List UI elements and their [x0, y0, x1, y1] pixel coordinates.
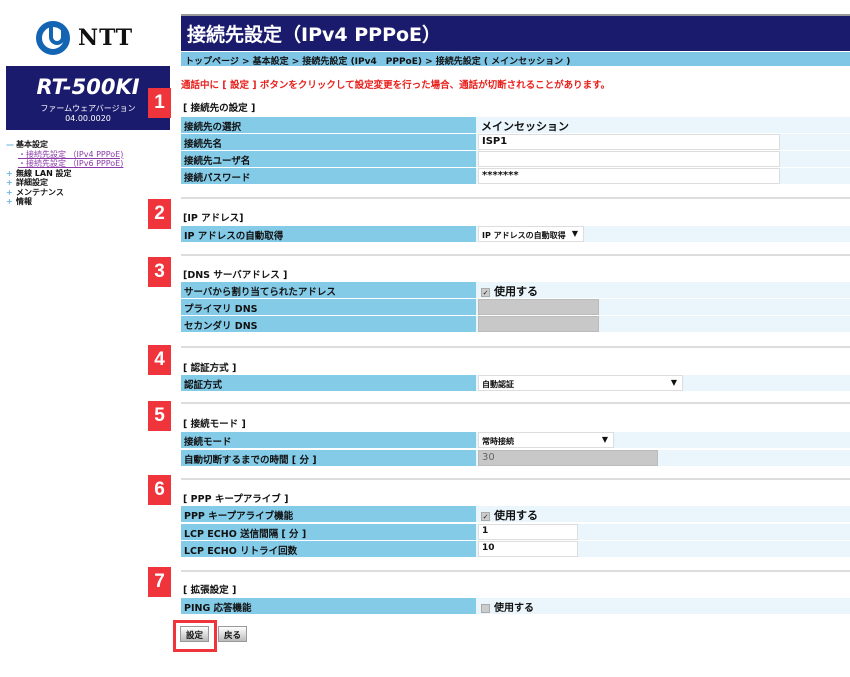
- divider: [181, 402, 850, 404]
- divider: [181, 346, 850, 348]
- breadcrumb: トップページ > 基本設定 > 接続先設定 (IPv4 PPPoE) > 接続先…: [181, 51, 850, 67]
- nav-maintenance[interactable]: + メンテナンス: [6, 187, 64, 197]
- row-auth-method: 認証方式 自動認証 ▼: [181, 375, 850, 391]
- connection-select-value: メインセッション: [481, 120, 569, 133]
- dns-assigned-checkbox[interactable]: ✓ 使用する: [481, 285, 538, 298]
- model-name: RT-500KI: [36, 75, 140, 99]
- connection-mode-select[interactable]: 常時接続 ▼: [478, 432, 614, 448]
- section-number-badge: 4: [148, 345, 171, 375]
- highlight-box: [173, 620, 217, 652]
- row-ip-auto: IP アドレスの自動取得 IP アドレスの自動取得 ▼: [181, 226, 850, 242]
- checkbox-checked-icon: ✓: [481, 287, 490, 297]
- section-number-badge: 7: [148, 567, 171, 597]
- section-number-badge: 5: [148, 401, 171, 431]
- checkbox-checked-icon: ✓: [481, 511, 490, 521]
- row-connection-select: 接続先の選択 メインセッション: [181, 117, 850, 133]
- row-secondary-dns: セカンダリ DNS: [181, 316, 850, 332]
- row-primary-dns: プライマリ DNS: [181, 299, 850, 315]
- divider: [181, 254, 850, 256]
- secondary-dns-input[interactable]: [478, 316, 599, 332]
- nav-basic-settings[interactable]: — 基本設定: [6, 140, 48, 149]
- ntt-logo: NTT: [36, 18, 146, 58]
- plus-icon: +: [6, 168, 13, 178]
- row-connection-mode: 接続モード 常時接続 ▼: [181, 432, 850, 448]
- divider: [181, 570, 850, 572]
- back-button[interactable]: 戻る: [218, 626, 248, 642]
- row-lcp-interval: LCP ECHO 送信間隔 [ 分 ] 1: [181, 524, 850, 540]
- section-heading: [DNS サーバアドレス ]: [183, 270, 288, 281]
- ntt-mark-icon: [36, 21, 70, 55]
- dropdown-arrow-icon: ▼: [601, 435, 608, 444]
- nav-info[interactable]: + 情報: [6, 197, 32, 206]
- divider: [181, 478, 850, 480]
- row-ping-response: PING 応答機能 使用する: [181, 598, 850, 614]
- row-keepalive: PPP キープアライブ機能 ✓ 使用する: [181, 506, 850, 522]
- dropdown-arrow-icon: ▼: [670, 378, 677, 387]
- section-number-badge: 6: [148, 475, 171, 505]
- firmware-label: ファームウェアバージョン: [40, 104, 136, 113]
- model-banner: RT-500KI ファームウェアバージョン 04.00.0020: [6, 66, 170, 130]
- section-number-badge: 1: [148, 88, 171, 118]
- row-connection-name: 接続先名 ISP1: [181, 134, 850, 150]
- nav-wireless-lan[interactable]: + 無線 LAN 設定: [6, 168, 72, 178]
- lcp-interval-input[interactable]: 1: [478, 524, 578, 540]
- section-heading: [IP アドレス]: [183, 213, 244, 224]
- section-heading: [ 認証方式 ]: [183, 363, 237, 374]
- plus-icon: +: [6, 187, 13, 197]
- row-auto-disconnect: 自動切断するまでの時間 [ 分 ] 30: [181, 450, 850, 466]
- section-heading: [ PPP キープアライブ ]: [183, 494, 289, 505]
- divider: [181, 197, 850, 199]
- set-button[interactable]: 設定: [180, 626, 210, 642]
- section-number-badge: 2: [148, 199, 171, 229]
- nav-ipv4-pppoe[interactable]: ・接続先設定 （IPv4 PPPoE): [18, 149, 124, 159]
- nav-ipv6-pppoe[interactable]: ・接続先設定 （IPv6 PPPoE): [18, 159, 124, 168]
- section-heading: [ 接続先の設定 ]: [183, 103, 256, 114]
- section-heading: [ 拡張設定 ]: [183, 585, 237, 596]
- warning-message: 通話中に [ 設定 ] ボタンをクリックして設定変更を行った場合、通話が切断され…: [181, 80, 611, 91]
- keepalive-checkbox[interactable]: ✓ 使用する: [481, 509, 538, 522]
- ip-auto-select[interactable]: IP アドレスの自動取得 ▼: [478, 226, 584, 242]
- section-number-badge: 3: [148, 257, 171, 287]
- plus-icon: +: [6, 197, 13, 206]
- ping-response-checkbox[interactable]: 使用する: [478, 598, 537, 614]
- connection-name-input[interactable]: ISP1: [478, 134, 780, 150]
- auto-disconnect-input[interactable]: 30: [478, 450, 658, 466]
- page-title: 接続先設定（IPv4 PPPoE）: [181, 14, 850, 51]
- password-input[interactable]: *******: [478, 168, 780, 184]
- primary-dns-input[interactable]: [478, 299, 599, 315]
- sidebar-nav: — 基本設定 ・接続先設定 （IPv4 PPPoE) ・接続先設定 （IPv6 P…: [6, 140, 123, 207]
- plus-icon: +: [6, 178, 13, 187]
- username-input[interactable]: [478, 151, 780, 167]
- dropdown-arrow-icon: ▼: [571, 229, 578, 238]
- firmware-version: 04.00.0020: [65, 114, 111, 123]
- row-lcp-retry: LCP ECHO リトライ回数 10: [181, 541, 850, 557]
- row-username: 接続先ユーザ名: [181, 151, 850, 167]
- auth-method-select[interactable]: 自動認証 ▼: [478, 375, 683, 391]
- nav-advanced[interactable]: + 詳細設定: [6, 178, 48, 187]
- checkbox-unchecked-icon: [481, 603, 490, 613]
- row-dns-assigned: サーバから割り当てられたアドレス ✓ 使用する: [181, 282, 850, 298]
- minus-icon: —: [6, 140, 14, 149]
- lcp-retry-input[interactable]: 10: [478, 541, 578, 557]
- row-password: 接続パスワード *******: [181, 168, 850, 184]
- section-heading: [ 接続モード ]: [183, 419, 246, 430]
